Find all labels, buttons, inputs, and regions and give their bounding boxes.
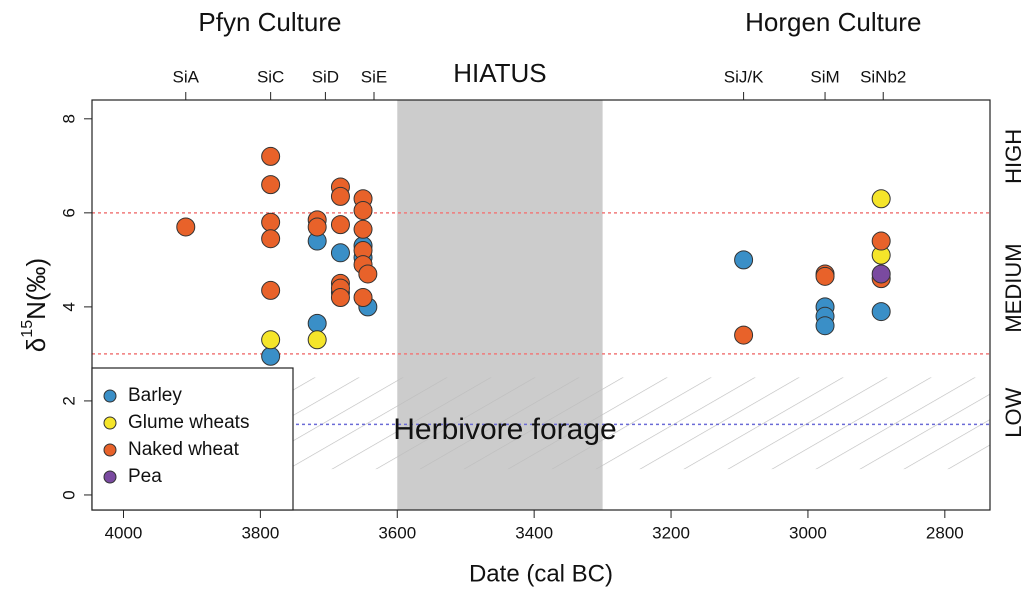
legend-marker: [103, 416, 117, 430]
site-label: SiC: [257, 67, 284, 86]
data-point: [353, 219, 373, 239]
data-point: [815, 266, 835, 286]
data-point: [330, 287, 350, 307]
zone-label: LOW: [1001, 387, 1026, 437]
data-point: [330, 186, 350, 206]
data-point: [261, 346, 281, 366]
data-point: [176, 217, 196, 237]
plot-frame: [91, 99, 991, 511]
data-point: [353, 287, 373, 307]
y-axis-label: δ15N(‰): [19, 258, 51, 352]
forage-label: Herbivore forage: [393, 413, 616, 446]
x-tick-label: 2800: [926, 523, 964, 542]
zone-label: HIGH: [1001, 129, 1026, 184]
data-point: [307, 217, 327, 237]
site-label: SiM: [810, 67, 839, 86]
site-label: SiNb2: [860, 67, 906, 86]
data-point: [358, 264, 378, 284]
data-point: [815, 316, 835, 336]
data-point: [734, 325, 754, 345]
legend-marker: [103, 443, 117, 457]
data-point: [871, 264, 891, 284]
data-point: [330, 215, 350, 235]
y-tick-label: 2: [59, 396, 78, 405]
data-point: [871, 231, 891, 251]
legend-label: Pea: [128, 466, 162, 487]
legend-marker: [103, 470, 117, 484]
site-label: SiA: [173, 67, 200, 86]
site-label: SiJ/K: [724, 67, 764, 86]
y-axis-label-part: 15: [19, 320, 36, 338]
legend-marker: [103, 389, 117, 403]
zone-label: MEDIUM: [1001, 243, 1026, 332]
x-axis-label: Date (cal BC): [469, 560, 613, 587]
y-tick-label: 0: [59, 490, 78, 499]
y-tick-label: 8: [59, 114, 78, 123]
data-point: [261, 229, 281, 249]
y-axis-label-part: δ: [21, 338, 51, 352]
culture-label: Horgen Culture: [745, 7, 921, 37]
x-tick-label: 4000: [105, 523, 143, 542]
hiatus-label: HIATUS: [453, 58, 546, 88]
data-point: [261, 280, 281, 300]
x-tick-label: 3200: [652, 523, 690, 542]
data-point: [871, 302, 891, 322]
y-tick-label: 4: [59, 302, 78, 311]
x-tick-label: 3800: [241, 523, 279, 542]
culture-label: Pfyn Culture: [198, 7, 341, 37]
data-point: [261, 330, 281, 350]
y-tick-label: 6: [59, 208, 78, 217]
x-tick-label: 3400: [515, 523, 553, 542]
x-tick-label: 3000: [789, 523, 827, 542]
data-point: [307, 330, 327, 350]
x-tick-label: 3600: [378, 523, 416, 542]
data-point: [261, 146, 281, 166]
legend-label: Naked wheat: [128, 439, 240, 460]
legend-label: Barley: [128, 385, 182, 406]
data-point: [330, 243, 350, 263]
site-label: SiE: [361, 67, 387, 86]
legend-label: Glume wheats: [128, 412, 249, 433]
data-point: [261, 212, 281, 232]
data-point: [261, 175, 281, 195]
data-point: [734, 250, 754, 270]
data-point: [307, 313, 327, 333]
legend-box: [91, 367, 294, 511]
data-point: [871, 189, 891, 209]
site-label: SiD: [312, 67, 339, 86]
data-point: [353, 200, 373, 220]
y-axis-label-part: N(‰): [21, 258, 51, 320]
